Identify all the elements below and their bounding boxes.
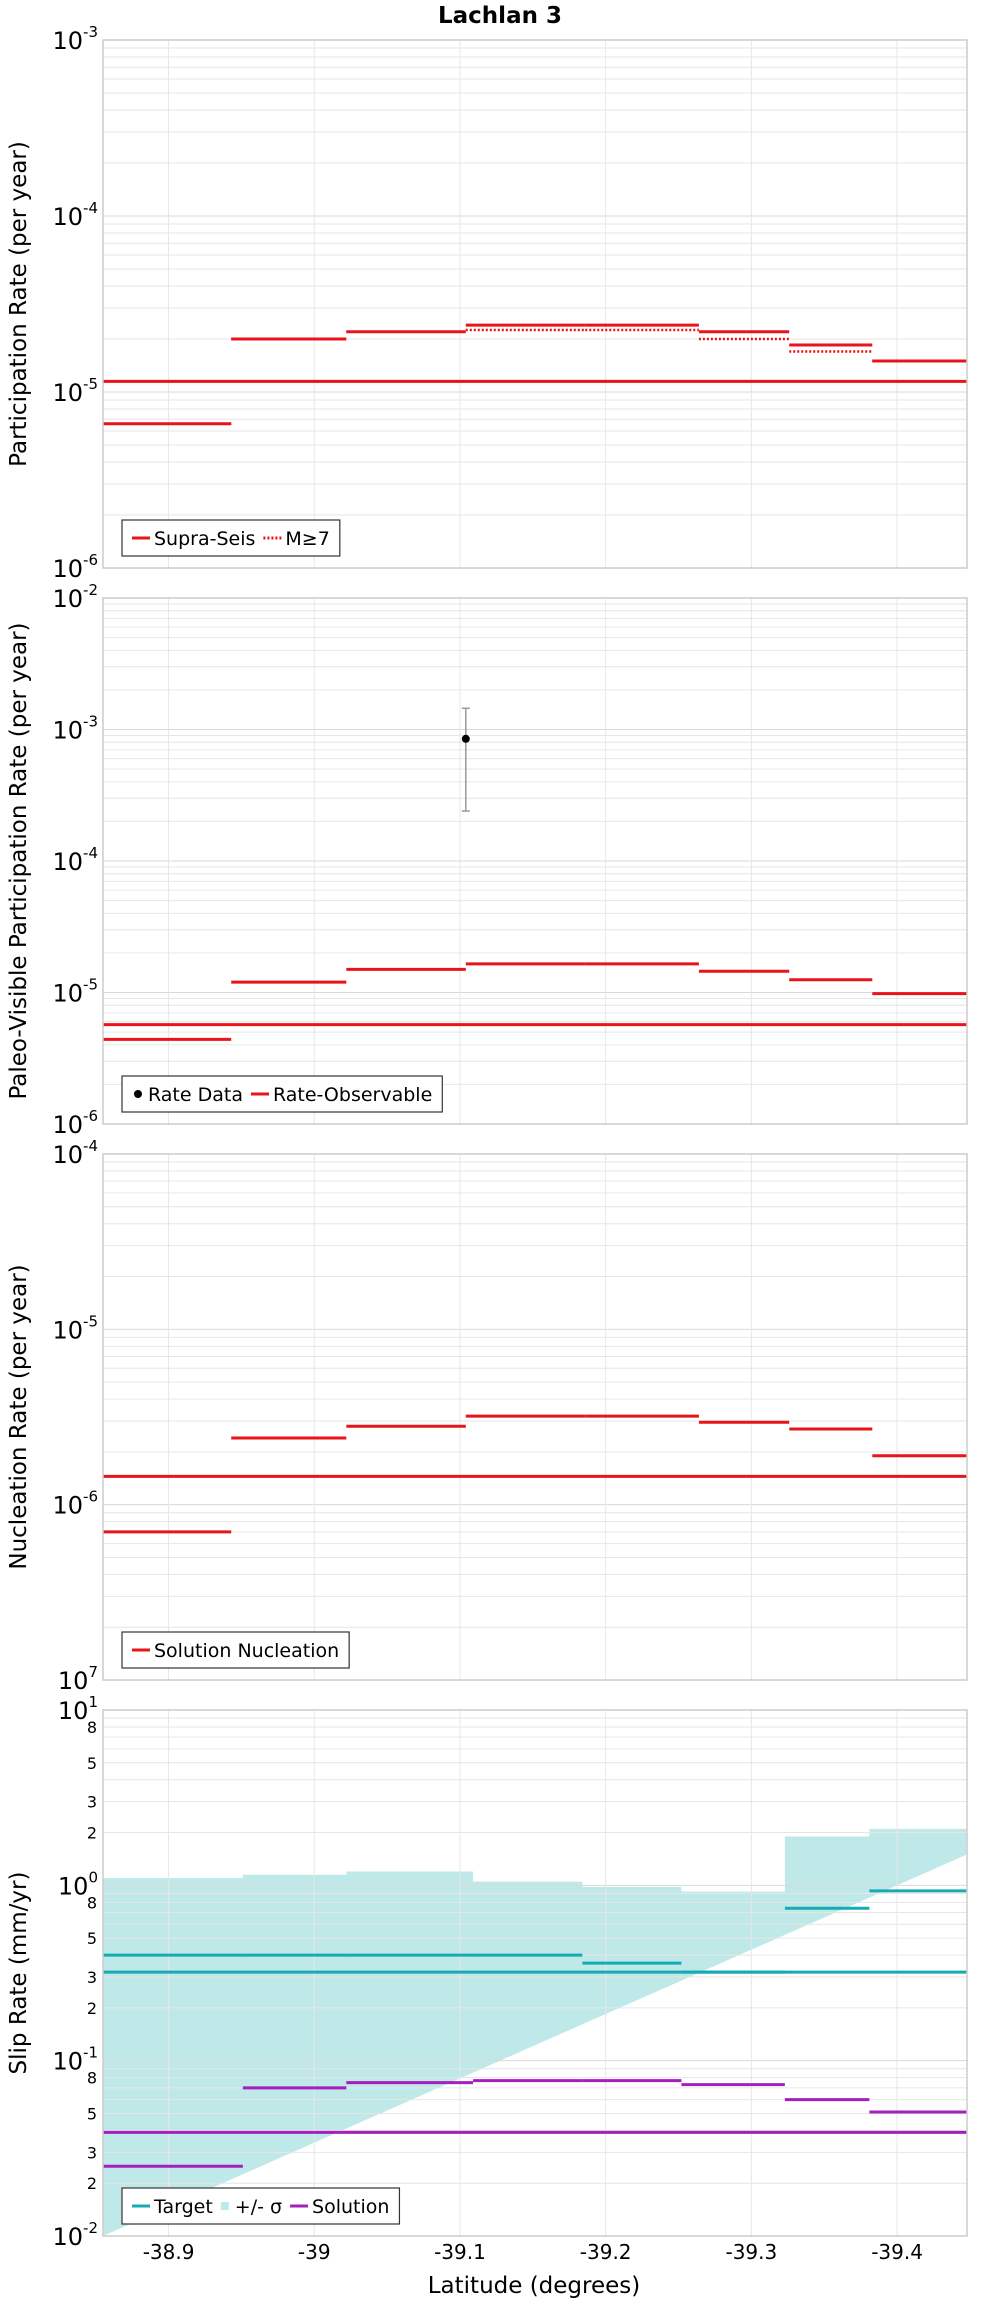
grid (103, 40, 967, 568)
legend-label: Rate Data (148, 1084, 243, 1106)
y-tick-label: 10-1 (52, 2044, 98, 2076)
figure-title: Lachlan 3 (438, 3, 562, 29)
y-minor-label: 3 (87, 1968, 97, 1987)
legend: Target +/- σ Solution (121, 2187, 401, 2225)
rate-data-point (461, 707, 470, 812)
plot-content (103, 40, 967, 568)
y-minor-label: 5 (87, 1754, 97, 1773)
y-axis-label: Slip Rate (mm/yr) (6, 1872, 32, 2075)
legend-box (121, 2187, 401, 2225)
plot-content (103, 1154, 967, 1680)
y-minor-label: 5 (87, 1929, 97, 1948)
grid (103, 1154, 967, 1680)
y-tick-label: 10-4 (52, 844, 98, 876)
grid (103, 598, 967, 1124)
x-axis-label: Latitude (degrees) (428, 2273, 641, 2299)
y-tick-label: 100 (58, 1868, 98, 1900)
y-tick-label: 10-4 (52, 199, 98, 231)
legend-dot (134, 1090, 142, 1098)
legend-item: Solution Nucleation (132, 1640, 339, 1662)
legend-item: +/- σ (220, 2196, 282, 2218)
x-tick-label: -39.1 (434, 2240, 486, 2264)
y-tick-label: 10-2 (52, 581, 98, 613)
x-tick-label: -39.2 (580, 2240, 632, 2264)
legend-label: +/- σ (235, 2196, 282, 2218)
y-minor-label: 5 (87, 2104, 97, 2123)
y-minor-label: 2 (87, 1824, 97, 1843)
y-minor-label: 3 (87, 2143, 97, 2162)
legend-item: Rate-Observable (250, 1084, 432, 1106)
plot-frame (102, 1709, 968, 2237)
legend: Supra-Seis M≥7 (121, 519, 341, 557)
y-tick-label: 101 (58, 1693, 98, 1725)
panel-nucleation: 10-4 10-5 10-6 107 Nucleation Rate (per year… (6, 1137, 968, 1695)
legend-box (121, 519, 341, 557)
series-solution-nucleation (103, 1414, 967, 1534)
panel-slip: 101 100 10-1 10-2 8 5 3 2 8 5 3 2 8 5 3 2 Slip Rate (mm/… (6, 1693, 968, 2251)
legend: Rate Data Rate-Observable (121, 1075, 443, 1113)
panels: 10-3 10-4 10-5 10-6 Participation Rate (per … (6, 23, 968, 2251)
x-axis: -38.9 -39 -39.1 -39.2 -39.3 -39.4 (143, 2240, 923, 2264)
plot-frame (102, 39, 968, 569)
plot-frame (102, 597, 968, 1125)
y-minor-label: 2 (87, 1999, 97, 2018)
plot-frame (102, 1153, 968, 1681)
legend-item: Target (132, 2196, 213, 2218)
legend-label: Rate-Observable (273, 1084, 432, 1106)
y-minor-label: 2 (87, 2174, 97, 2193)
legend: Solution Nucleation (121, 1631, 350, 1669)
y-tick-label: 107 (58, 1663, 98, 1695)
x-tick-label: -39.4 (871, 2240, 923, 2264)
legend-label: M≥7 (285, 528, 329, 550)
y-tick-label: 10-6 (52, 1107, 98, 1139)
legend-label: Target (153, 2196, 213, 2218)
y-tick-label: 10-5 (52, 976, 98, 1008)
series-m-7 (103, 328, 967, 426)
plot-content (103, 598, 967, 1124)
plot-area (103, 40, 967, 568)
x-tick-label: -39.3 (725, 2240, 777, 2264)
x-tick-label: -38.9 (143, 2240, 195, 2264)
y-tick-label: 10-3 (52, 23, 98, 55)
y-tick-label: 10-6 (52, 551, 98, 583)
series-solution (103, 2079, 967, 2168)
panel-participation: 10-3 10-4 10-5 10-6 Participation Rate (per … (6, 23, 968, 583)
legend-band-swatch (220, 2202, 229, 2210)
y-axis-label: Paleo-Visible Participation Rate (per ye… (6, 622, 32, 1099)
y-tick-label: 10-5 (52, 375, 98, 407)
legend-item: Rate Data (134, 1084, 243, 1106)
y-axis-label: Nucleation Rate (per year) (6, 1264, 32, 1569)
data-marker (461, 734, 470, 743)
y-axis-label: Participation Rate (per year) (6, 141, 32, 467)
y-tick-label: 10-4 (52, 1137, 98, 1169)
y-minor-label: 8 (87, 1718, 97, 1737)
legend-item: Supra-Seis (132, 528, 255, 550)
y-minor-label: 8 (87, 1893, 97, 1912)
legend-label: Supra-Seis (154, 528, 255, 550)
panel-paleo: 10-2 10-3 10-4 10-5 10-6 Paleo-Visible Partic… (6, 581, 968, 1139)
series-rate-observable (103, 962, 967, 1041)
x-tick-label: -39 (298, 2240, 331, 2264)
legend-item: Solution (290, 2196, 389, 2218)
plot-content (103, 1710, 967, 2236)
legend-label: Solution (312, 2196, 389, 2218)
legend-item: M≥7 (263, 528, 330, 550)
y-tick-label: 10-5 (52, 1312, 98, 1344)
legend-box (121, 1075, 443, 1113)
y-minor-label: 3 (87, 1793, 97, 1812)
y-tick-label: 10-2 (52, 2219, 98, 2251)
legend-box (121, 1631, 350, 1669)
series-target (103, 1889, 967, 1974)
y-minor-label: 8 (87, 2069, 97, 2088)
y-tick-label: 10-3 (52, 713, 98, 745)
legend-label: Solution Nucleation (154, 1640, 339, 1662)
grid (103, 1710, 967, 2236)
y-tick-label: 10-6 (52, 1488, 98, 1520)
